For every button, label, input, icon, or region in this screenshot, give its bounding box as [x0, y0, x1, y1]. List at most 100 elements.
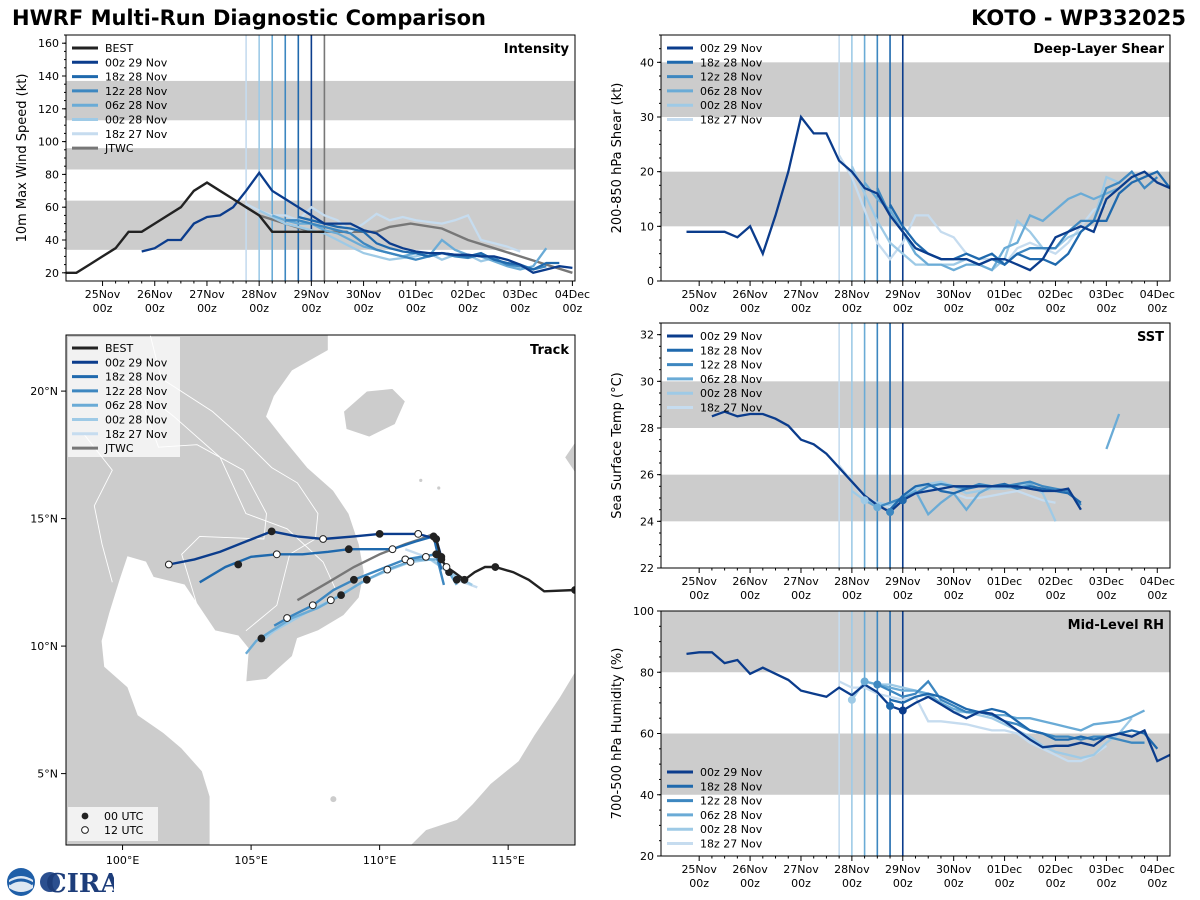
shear-ylabel: 200-850 hPa Shear (kt)	[610, 83, 625, 234]
intensity-legend-entry: 18z 27 Nov	[105, 128, 168, 141]
shear-xtick-label: 25Nov	[681, 288, 717, 301]
sst-marker-0	[860, 496, 869, 505]
intensity-ytick-label: 140	[38, 70, 59, 83]
sst-xtick-label: 02Dec	[1038, 575, 1073, 588]
intensity-legend-entry: 00z 29 Nov	[105, 56, 168, 69]
intensity-band-1	[66, 148, 575, 170]
track-legend-entry: 18z 28 Nov	[105, 371, 168, 384]
rh-xtick-label: 30Nov	[936, 863, 972, 876]
sst-series-0	[711, 410, 1082, 514]
rh-xtick-label: 00z	[944, 877, 964, 890]
shear-legend-entry: 18z 28 Nov	[700, 56, 763, 69]
intensity-xtick-label: 27Nov	[189, 288, 225, 301]
sst-xtick-label: 00z	[1046, 589, 1066, 602]
track-position-dot	[414, 530, 423, 538]
rh-series-2	[876, 679, 1145, 744]
intensity-series-0	[141, 170, 573, 275]
intensity-ytick-label: 100	[38, 136, 59, 149]
natuna-island	[330, 796, 337, 803]
track-legend-entry: 00z 28 Nov	[105, 414, 168, 427]
sst-legend-entry: 00z 29 Nov	[700, 330, 763, 343]
track-panel-title: Track	[530, 343, 569, 358]
sst-ytick-label: 26	[640, 469, 654, 482]
shear-xtick-label: 30Nov	[936, 288, 972, 301]
intensity-xtick-label: 01Dec	[398, 288, 433, 301]
paracel-island	[419, 478, 423, 482]
sst-ytick-label: 24	[640, 515, 654, 528]
intensity-xtick-label: 00z	[301, 302, 321, 315]
rh-xtick-label: 00z	[791, 877, 811, 890]
intensity-band-2	[66, 80, 575, 121]
intensity-ytick-label: 160	[38, 37, 59, 50]
intensity-xtick-label: 00z	[406, 302, 426, 315]
sst-band-1	[661, 381, 1170, 428]
cira-globe-icon	[40, 872, 60, 892]
rh-ylabel: 700-500 hPa Humidity (%)	[610, 648, 625, 820]
track-panel: 100°E 105°E 110°E 115°E 5°N 10°N 15°N 20°N Track…	[30, 334, 576, 867]
shear-xtick-label: 00z	[842, 302, 862, 315]
sst-series-4	[1105, 413, 1121, 450]
sst-xtick-label: 00z	[791, 589, 811, 602]
noaa-logo-bird	[8, 878, 34, 886]
sst-xtick-label: 00z	[740, 589, 760, 602]
track-position-dot	[234, 560, 243, 569]
track-position-dot	[375, 530, 384, 538]
rh-xtick-label: 00z	[689, 877, 709, 890]
intensity-xtick-label: 02Dec	[450, 288, 485, 301]
shear-legend-entry: 12z 28 Nov	[700, 71, 763, 84]
intensity-xtick-label: 00z	[562, 302, 582, 315]
shear-panel: 01020304025Nov00z26Nov00z27Nov00z28Nov00…	[610, 34, 1175, 315]
sst-xtick-label: 00z	[842, 589, 862, 602]
track-legend-entry: JTWC	[104, 442, 134, 455]
rh-ytick-label: 60	[640, 728, 654, 741]
intensity-xtick-label: 28Nov	[241, 288, 277, 301]
mainland	[66, 335, 365, 845]
intensity-series-5	[245, 202, 521, 253]
utc12-label: 12 UTC	[104, 824, 144, 837]
best-track-dot	[491, 563, 500, 571]
best-track-dot	[442, 563, 451, 571]
sst-legend-entry: 18z 27 Nov	[700, 402, 763, 415]
track-position-dot	[164, 560, 173, 569]
rh-marker-2	[873, 680, 882, 689]
rh-ytick-label: 100	[633, 605, 654, 618]
intensity-xtick-label: 00z	[354, 302, 374, 315]
shear-xtick-label: 01Dec	[987, 288, 1022, 301]
sst-xtick-label: 03Dec	[1089, 575, 1124, 588]
shear-legend-entry: 06z 28 Nov	[700, 85, 763, 98]
track-frame	[65, 334, 576, 846]
intensity-ytick-label: 20	[45, 267, 59, 280]
sst-legend-entry: 06z 28 Nov	[700, 373, 763, 386]
shear-xtick-label: 03Dec	[1089, 288, 1124, 301]
rh-legend-entry: 12z 28 Nov	[700, 795, 763, 808]
track-legend-entry: 06z 28 Nov	[105, 399, 168, 412]
shear-xtick-label: 00z	[944, 302, 964, 315]
sst-legend-entry: 18z 28 Nov	[700, 344, 763, 357]
rh-marker-3	[886, 701, 895, 710]
track-position-dot	[283, 614, 291, 622]
shear-ytick-label: 0	[647, 275, 654, 288]
rh-band-1	[661, 611, 1170, 673]
rh-xtick-label: 00z	[1096, 877, 1116, 890]
shear-series-0	[686, 114, 1170, 272]
rh-xtick-label: 00z	[842, 877, 862, 890]
best-track-dot	[432, 535, 441, 543]
track-legend-entry: 12z 28 Nov	[105, 385, 168, 398]
intensity-ytick-label: 120	[38, 103, 59, 116]
sst-xtick-label: 27Nov	[783, 575, 819, 588]
rh-series-3	[864, 680, 1146, 732]
border-line	[149, 335, 319, 632]
sst-panel: 22242628303225Nov00z26Nov00z27Nov00z28No…	[610, 322, 1175, 602]
rh-xtick-label: 01Dec	[987, 863, 1022, 876]
track-position-dot	[319, 535, 327, 543]
sst-xtick-label: 25Nov	[681, 575, 717, 588]
rh-xtick-label: 28Nov	[834, 863, 870, 876]
shear-legend-entry: 00z 28 Nov	[700, 99, 763, 112]
rh-marker-4	[898, 706, 907, 715]
shear-ytick-label: 30	[640, 111, 654, 124]
intensity-xtick-label: 04Dec	[555, 288, 590, 301]
track-position-dot	[362, 575, 371, 584]
rh-legend-entry: 00z 29 Nov	[700, 766, 763, 779]
track-position-dot	[437, 555, 446, 564]
chart-title: HWRF Multi-Run Diagnostic Comparison	[12, 6, 487, 30]
